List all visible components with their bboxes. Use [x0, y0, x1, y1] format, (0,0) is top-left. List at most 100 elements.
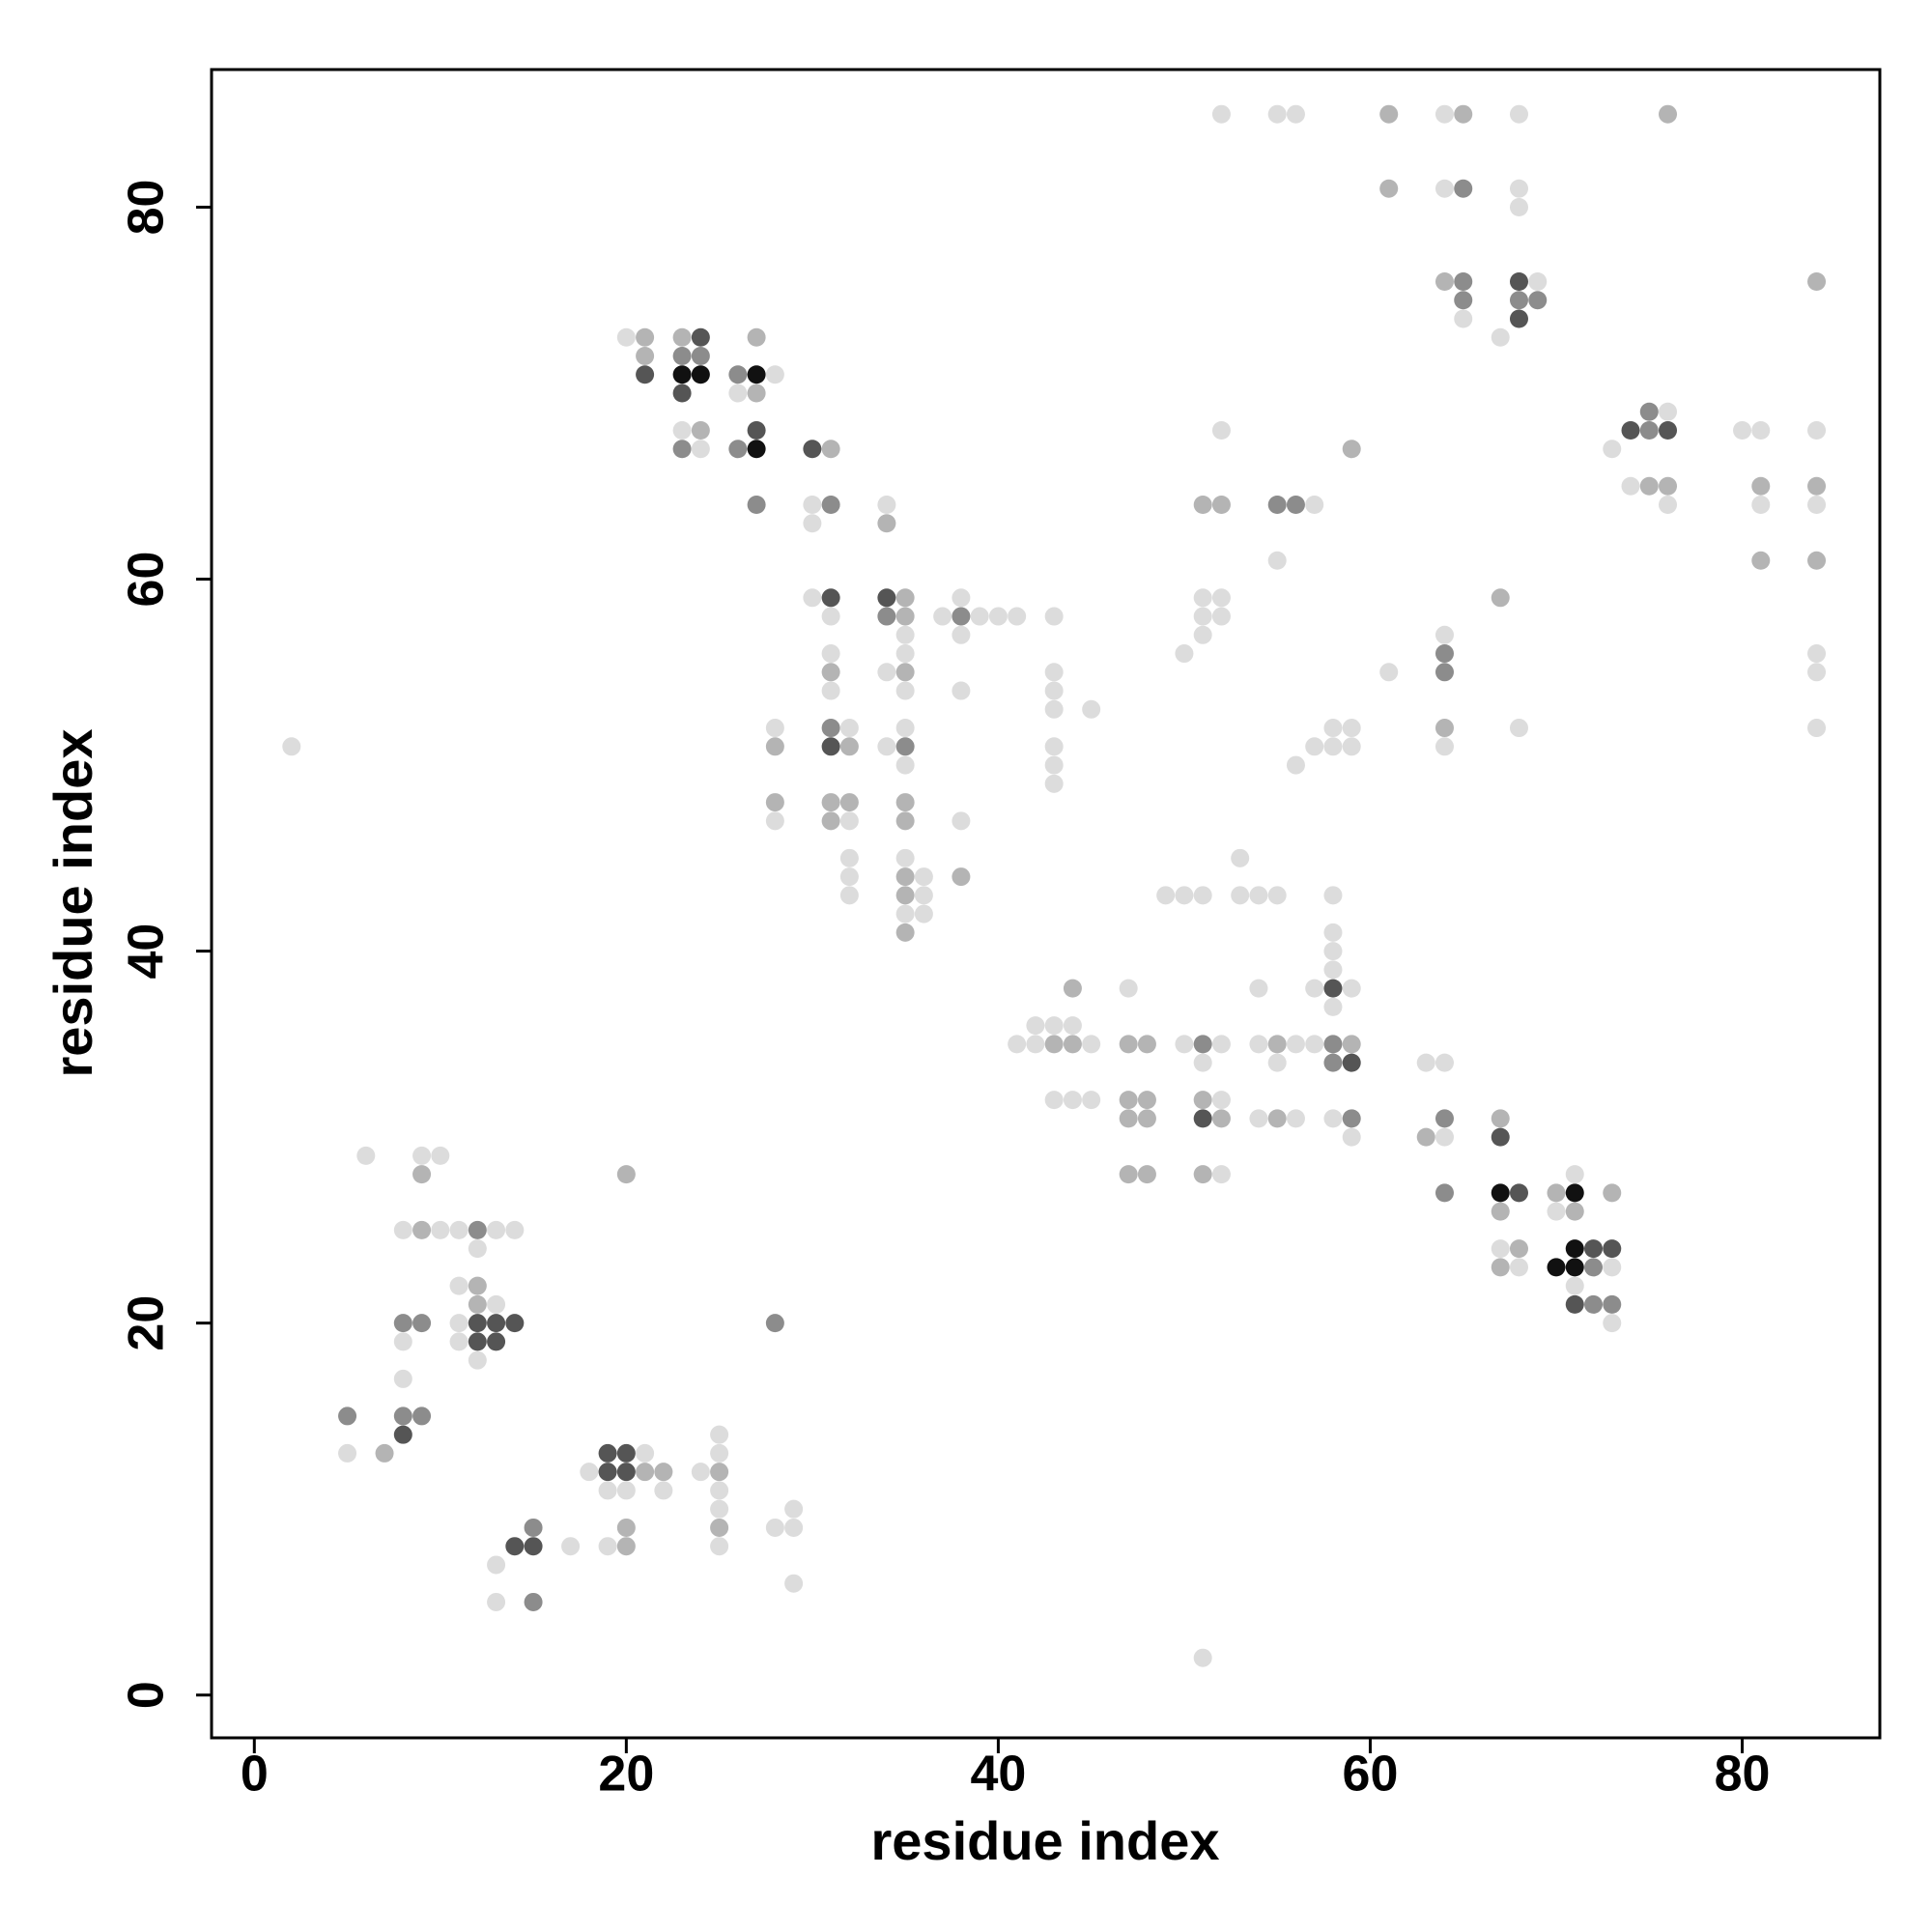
contact-point: [1342, 1127, 1361, 1147]
contact-point: [338, 1406, 357, 1426]
contact-point: [1008, 1035, 1027, 1054]
contact-point: [1807, 644, 1827, 664]
contact-point: [1137, 1091, 1156, 1110]
contact-point: [765, 719, 784, 738]
contact-point: [1491, 1109, 1510, 1128]
contact-point: [895, 811, 915, 831]
contact-point: [1193, 607, 1212, 626]
contact-point: [616, 327, 636, 347]
contact-point: [877, 588, 896, 608]
contact-point: [468, 1314, 487, 1333]
contact-point: [1733, 421, 1752, 440]
contact-point: [487, 1294, 506, 1314]
contact-point: [412, 1165, 432, 1184]
contact-point: [784, 1499, 804, 1519]
contact-point: [1603, 1314, 1622, 1333]
contact-point: [1509, 104, 1528, 124]
contact-point: [839, 886, 859, 905]
contact-point: [710, 1499, 729, 1519]
contact-point: [1509, 309, 1528, 328]
contact-point: [1193, 496, 1212, 515]
contact-point: [654, 1481, 673, 1500]
contact-point: [1435, 737, 1454, 756]
contact-point: [1807, 496, 1827, 515]
contact-point: [895, 663, 915, 682]
contact-point: [895, 886, 915, 905]
contact-point: [1193, 1109, 1212, 1128]
contact-point: [765, 793, 784, 812]
contact-point: [431, 1220, 450, 1239]
contact-point: [1509, 719, 1528, 738]
contact-point: [1175, 1035, 1194, 1054]
contact-point: [1323, 923, 1343, 942]
contact-point: [338, 1443, 357, 1463]
contact-point: [1435, 1127, 1454, 1147]
contact-point: [1751, 496, 1771, 515]
contact-point: [1491, 1202, 1510, 1221]
contact-point: [1584, 1239, 1604, 1259]
contact-point: [1342, 979, 1361, 998]
x-tick-label: 0: [241, 1747, 269, 1803]
contact-point: [487, 1332, 506, 1351]
contact-point: [1807, 551, 1827, 570]
contact-point: [1286, 1035, 1305, 1054]
contact-point: [728, 440, 748, 459]
contact-point: [393, 1406, 412, 1426]
contact-point: [1044, 607, 1064, 626]
contact-point: [1565, 1294, 1584, 1314]
contact-point: [1267, 1053, 1287, 1072]
contact-point: [393, 1220, 412, 1239]
contact-point: [728, 365, 748, 384]
contact-point: [1211, 421, 1231, 440]
contact-point: [1044, 1016, 1064, 1036]
contact-point: [821, 681, 840, 700]
contact-point: [839, 719, 859, 738]
contact-point: [1342, 719, 1361, 738]
contact-point: [784, 1574, 804, 1593]
contact-point: [1211, 1165, 1231, 1184]
contact-point: [1621, 421, 1640, 440]
contact-point: [468, 1276, 487, 1295]
contact-point: [1491, 1258, 1510, 1277]
contact-point: [710, 1481, 729, 1500]
contact-point: [598, 1443, 617, 1463]
contact-point: [1435, 1053, 1454, 1072]
contact-point: [1603, 1258, 1622, 1277]
contact-point: [1621, 476, 1640, 496]
contact-point: [895, 644, 915, 664]
contact-point: [1435, 179, 1454, 198]
contact-point: [1509, 1258, 1528, 1277]
contact-point: [412, 1220, 432, 1239]
contact-point: [672, 440, 692, 459]
contact-point: [1603, 1294, 1622, 1314]
contact-point: [449, 1332, 469, 1351]
contact-point: [914, 886, 933, 905]
contact-point: [654, 1463, 673, 1482]
contact-point: [1435, 1183, 1454, 1203]
contact-point: [1659, 104, 1678, 124]
contact-point: [1528, 271, 1548, 291]
contact-point: [1323, 979, 1343, 998]
contact-point: [803, 496, 822, 515]
contact-point: [839, 793, 859, 812]
contact-point: [765, 811, 784, 831]
contact-point: [1323, 942, 1343, 961]
contact-point: [1342, 737, 1361, 756]
contact-point: [636, 327, 655, 347]
contact-point: [895, 737, 915, 756]
contact-point: [914, 867, 933, 887]
contact-point: [487, 1220, 506, 1239]
contact-point: [1807, 271, 1827, 291]
contact-point: [765, 1314, 784, 1333]
contact-point: [1026, 1035, 1045, 1054]
contact-point: [1193, 1165, 1212, 1184]
contact-point: [877, 737, 896, 756]
contact-point: [691, 421, 710, 440]
contact-point: [710, 1537, 729, 1556]
contact-point: [598, 1463, 617, 1482]
contact-point: [1379, 179, 1399, 198]
contact-point: [1528, 291, 1548, 310]
contact-point: [1565, 1202, 1584, 1221]
